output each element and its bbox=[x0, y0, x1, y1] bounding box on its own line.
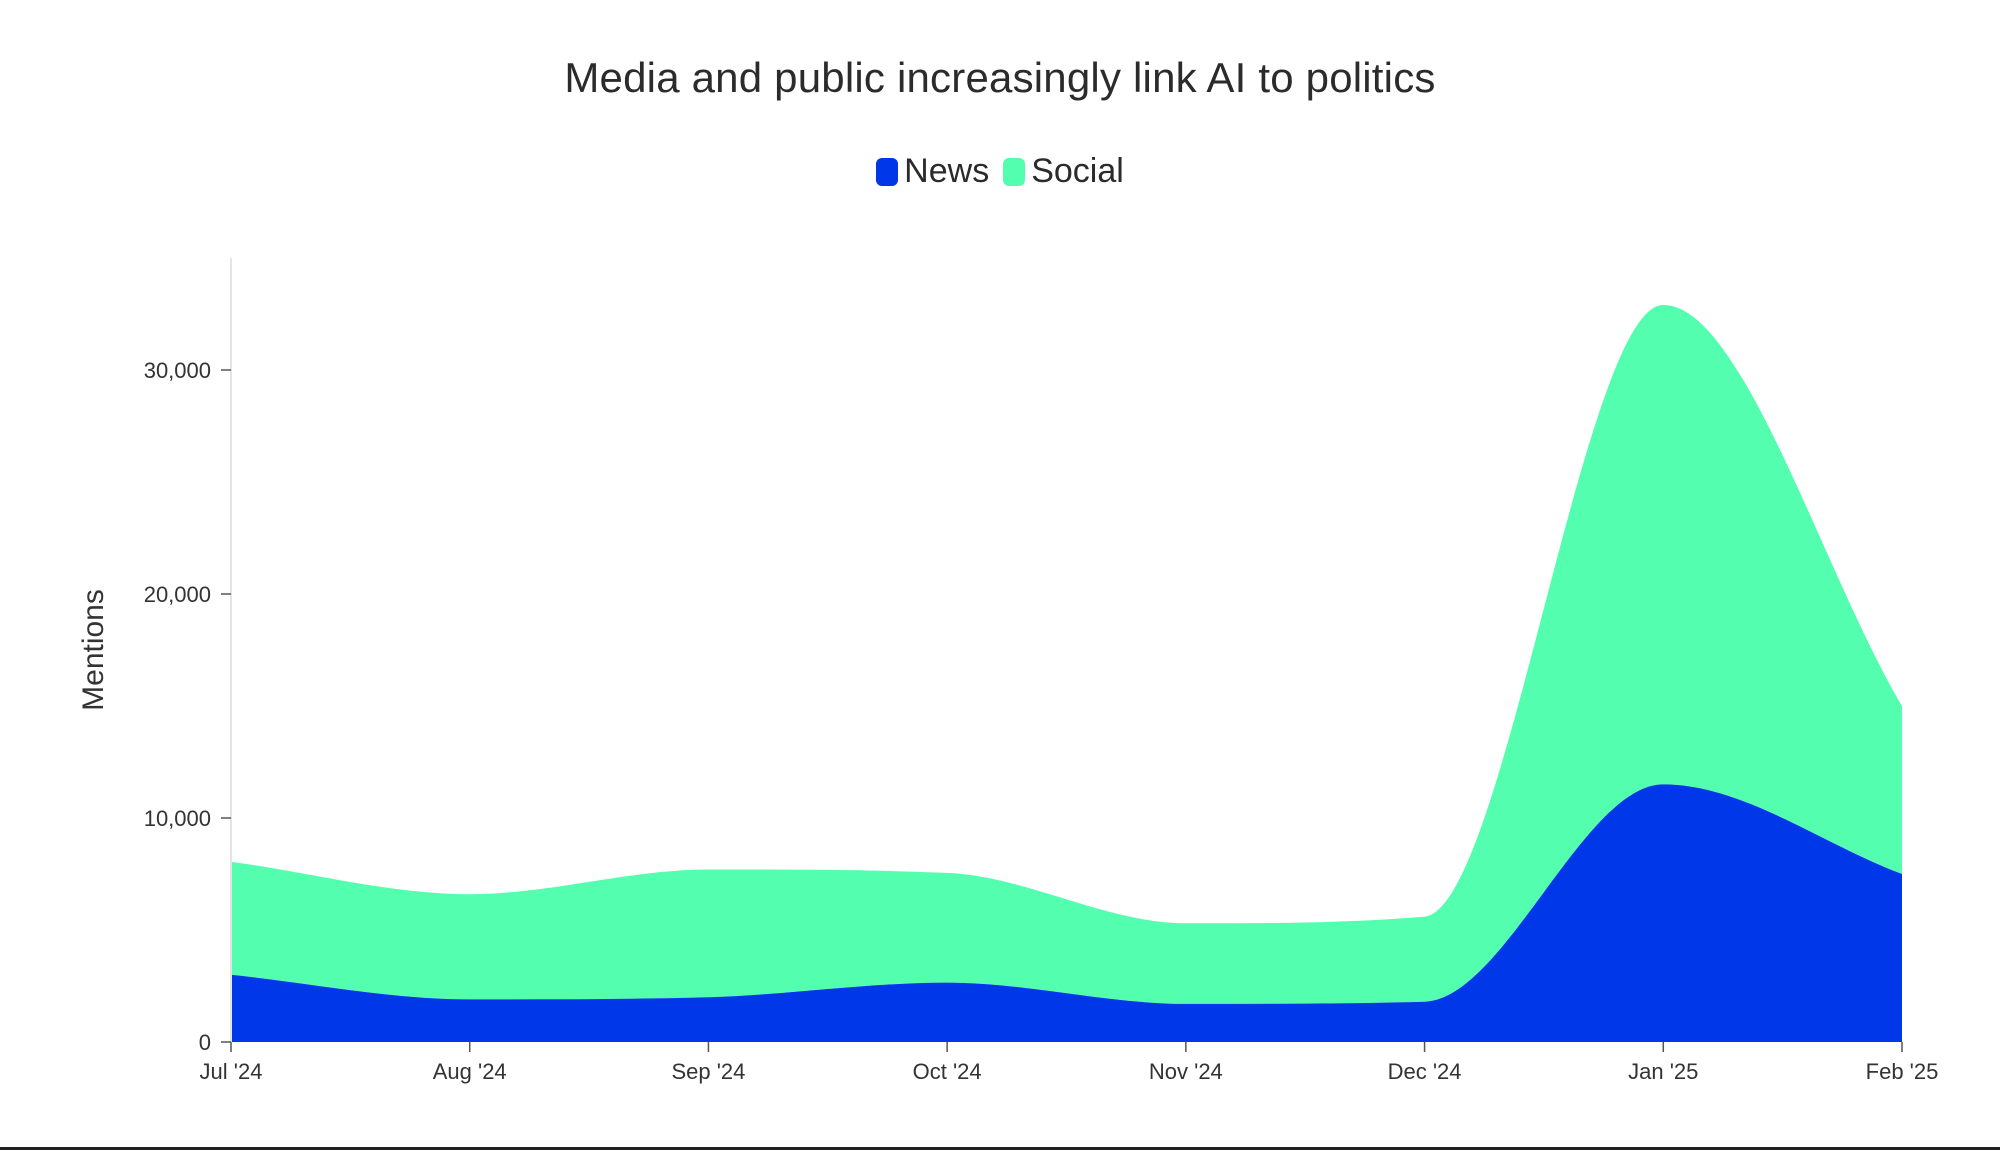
legend-swatch-social bbox=[1003, 157, 1026, 186]
y-tick-label: 10,000 bbox=[144, 806, 211, 831]
x-tick-label: Nov '24 bbox=[1149, 1059, 1223, 1084]
area-news[interactable] bbox=[231, 784, 1902, 1042]
y-axis-title: Mentions bbox=[77, 589, 110, 711]
x-tick-label: Oct '24 bbox=[913, 1059, 982, 1084]
x-tick-label: Jan '25 bbox=[1628, 1059, 1698, 1084]
legend-swatch-news bbox=[876, 157, 899, 186]
x-tick-label: Feb '25 bbox=[1866, 1059, 1939, 1084]
areas bbox=[231, 305, 1902, 1042]
y-tick-label: 20,000 bbox=[144, 582, 211, 607]
y-tick-label: 0 bbox=[199, 1030, 211, 1055]
x-tick-label: Dec '24 bbox=[1388, 1059, 1462, 1084]
legend-item-news[interactable]: News bbox=[876, 152, 989, 191]
bottom-rule bbox=[0, 1147, 2000, 1150]
x-tick-label: Sep '24 bbox=[671, 1059, 745, 1084]
x-axis: Jul '24 Aug '24 Sep '24 Oct '24 Nov '24 Dec '… bbox=[200, 1042, 1939, 1084]
legend-label-news: News bbox=[904, 152, 990, 190]
chart-legend: News Social bbox=[0, 152, 2000, 191]
area-social[interactable] bbox=[231, 305, 1902, 1004]
y-tick-label: 30,000 bbox=[144, 358, 211, 383]
y-axis: 0 10,000 20,000 30,000 bbox=[144, 358, 231, 1055]
x-tick-label: Aug '24 bbox=[433, 1059, 507, 1084]
legend-item-social[interactable]: Social bbox=[1003, 152, 1124, 191]
chart-title: Media and public increasingly link AI to… bbox=[564, 54, 1436, 101]
legend-label-social: Social bbox=[1031, 152, 1124, 190]
x-tick-label: Jul '24 bbox=[200, 1059, 263, 1084]
